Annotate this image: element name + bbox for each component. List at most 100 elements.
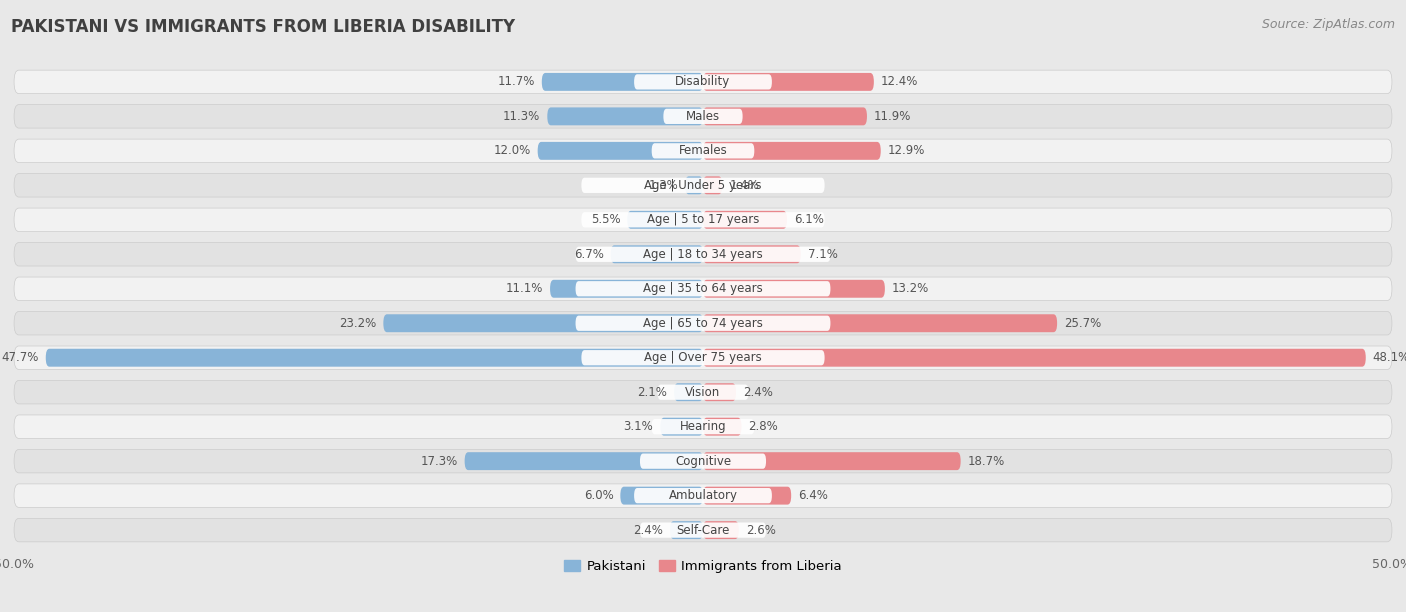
FancyBboxPatch shape <box>661 418 703 436</box>
Text: 3.1%: 3.1% <box>624 420 654 433</box>
Text: 2.6%: 2.6% <box>745 524 776 537</box>
FancyBboxPatch shape <box>14 312 1392 335</box>
FancyBboxPatch shape <box>703 521 738 539</box>
Text: 48.1%: 48.1% <box>1372 351 1406 364</box>
Text: 6.4%: 6.4% <box>799 489 828 502</box>
FancyBboxPatch shape <box>14 70 1392 94</box>
FancyBboxPatch shape <box>703 487 792 505</box>
Text: Source: ZipAtlas.com: Source: ZipAtlas.com <box>1261 18 1395 31</box>
Text: Age | Over 75 years: Age | Over 75 years <box>644 351 762 364</box>
Text: 11.7%: 11.7% <box>498 75 534 88</box>
FancyBboxPatch shape <box>14 277 1392 300</box>
FancyBboxPatch shape <box>703 245 801 263</box>
Text: Vision: Vision <box>685 386 721 398</box>
Text: Females: Females <box>679 144 727 157</box>
FancyBboxPatch shape <box>14 415 1392 438</box>
Text: Males: Males <box>686 110 720 123</box>
Text: 12.0%: 12.0% <box>494 144 531 157</box>
Text: Age | 65 to 74 years: Age | 65 to 74 years <box>643 317 763 330</box>
FancyBboxPatch shape <box>14 174 1392 197</box>
Text: 13.2%: 13.2% <box>891 282 929 295</box>
Text: 18.7%: 18.7% <box>967 455 1005 468</box>
Text: Age | 35 to 64 years: Age | 35 to 64 years <box>643 282 763 295</box>
FancyBboxPatch shape <box>464 452 703 470</box>
FancyBboxPatch shape <box>703 383 737 401</box>
FancyBboxPatch shape <box>640 453 766 469</box>
Text: 2.4%: 2.4% <box>742 386 773 398</box>
FancyBboxPatch shape <box>46 349 703 367</box>
FancyBboxPatch shape <box>703 452 960 470</box>
Text: 47.7%: 47.7% <box>1 351 39 364</box>
FancyBboxPatch shape <box>673 383 703 401</box>
FancyBboxPatch shape <box>703 349 1365 367</box>
Text: 25.7%: 25.7% <box>1064 317 1101 330</box>
FancyBboxPatch shape <box>640 523 766 538</box>
FancyBboxPatch shape <box>610 245 703 263</box>
Text: 12.9%: 12.9% <box>887 144 925 157</box>
FancyBboxPatch shape <box>14 346 1392 370</box>
Text: 5.5%: 5.5% <box>591 214 620 226</box>
Text: Disability: Disability <box>675 75 731 88</box>
Text: 2.8%: 2.8% <box>748 420 778 433</box>
FancyBboxPatch shape <box>703 73 875 91</box>
FancyBboxPatch shape <box>14 105 1392 128</box>
FancyBboxPatch shape <box>703 280 884 297</box>
Text: 6.1%: 6.1% <box>794 214 824 226</box>
Text: 7.1%: 7.1% <box>807 248 838 261</box>
FancyBboxPatch shape <box>664 109 742 124</box>
Text: Age | 5 to 17 years: Age | 5 to 17 years <box>647 214 759 226</box>
Text: 1.4%: 1.4% <box>730 179 759 192</box>
FancyBboxPatch shape <box>14 449 1392 473</box>
Text: 23.2%: 23.2% <box>339 317 377 330</box>
FancyBboxPatch shape <box>651 419 755 435</box>
FancyBboxPatch shape <box>703 107 868 125</box>
FancyBboxPatch shape <box>575 247 831 262</box>
Text: Self-Care: Self-Care <box>676 524 730 537</box>
FancyBboxPatch shape <box>537 142 703 160</box>
FancyBboxPatch shape <box>14 208 1392 231</box>
FancyBboxPatch shape <box>620 487 703 505</box>
FancyBboxPatch shape <box>703 142 880 160</box>
Text: Hearing: Hearing <box>679 420 727 433</box>
FancyBboxPatch shape <box>703 418 741 436</box>
Text: Age | Under 5 years: Age | Under 5 years <box>644 179 762 192</box>
Legend: Pakistani, Immigrants from Liberia: Pakistani, Immigrants from Liberia <box>558 555 848 578</box>
FancyBboxPatch shape <box>384 315 703 332</box>
FancyBboxPatch shape <box>582 350 824 365</box>
Text: 17.3%: 17.3% <box>420 455 458 468</box>
Text: Age | 18 to 34 years: Age | 18 to 34 years <box>643 248 763 261</box>
FancyBboxPatch shape <box>582 177 824 193</box>
FancyBboxPatch shape <box>685 176 703 194</box>
FancyBboxPatch shape <box>575 281 831 296</box>
FancyBboxPatch shape <box>627 211 703 229</box>
Text: 11.9%: 11.9% <box>875 110 911 123</box>
FancyBboxPatch shape <box>582 212 824 228</box>
FancyBboxPatch shape <box>703 211 787 229</box>
Text: 1.3%: 1.3% <box>648 179 678 192</box>
FancyBboxPatch shape <box>703 176 723 194</box>
Text: PAKISTANI VS IMMIGRANTS FROM LIBERIA DISABILITY: PAKISTANI VS IMMIGRANTS FROM LIBERIA DIS… <box>11 18 516 36</box>
FancyBboxPatch shape <box>547 107 703 125</box>
FancyBboxPatch shape <box>634 74 772 89</box>
FancyBboxPatch shape <box>703 315 1057 332</box>
FancyBboxPatch shape <box>14 381 1392 404</box>
FancyBboxPatch shape <box>651 143 755 159</box>
FancyBboxPatch shape <box>669 521 703 539</box>
Text: 2.1%: 2.1% <box>637 386 668 398</box>
FancyBboxPatch shape <box>658 384 748 400</box>
FancyBboxPatch shape <box>541 73 703 91</box>
Text: 6.7%: 6.7% <box>574 248 603 261</box>
FancyBboxPatch shape <box>14 518 1392 542</box>
FancyBboxPatch shape <box>550 280 703 297</box>
Text: 12.4%: 12.4% <box>880 75 918 88</box>
Text: 2.4%: 2.4% <box>633 524 664 537</box>
FancyBboxPatch shape <box>14 242 1392 266</box>
Text: 11.1%: 11.1% <box>506 282 543 295</box>
Text: 11.3%: 11.3% <box>503 110 540 123</box>
FancyBboxPatch shape <box>575 316 831 331</box>
FancyBboxPatch shape <box>634 488 772 503</box>
FancyBboxPatch shape <box>14 139 1392 163</box>
Text: Cognitive: Cognitive <box>675 455 731 468</box>
Text: Ambulatory: Ambulatory <box>668 489 738 502</box>
Text: 6.0%: 6.0% <box>583 489 613 502</box>
